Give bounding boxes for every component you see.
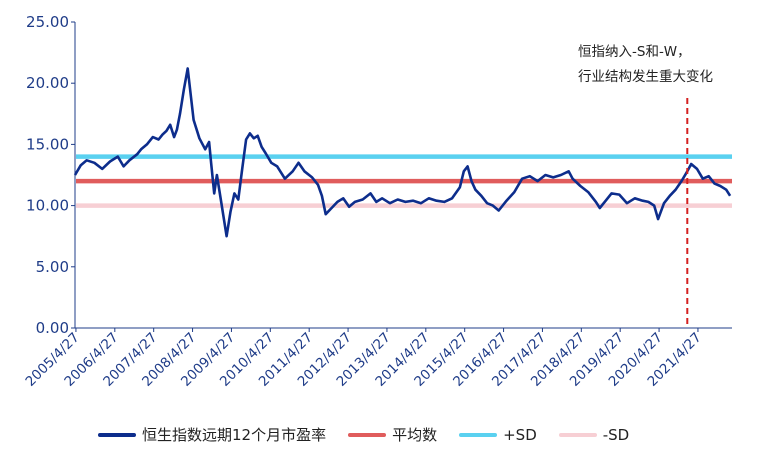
axes xyxy=(74,22,732,329)
legend-label-minus-sd: -SD xyxy=(602,425,630,444)
annotation-line-2: 行业结构发生重大变化 xyxy=(578,69,713,85)
y-tick-label: 5.00 xyxy=(36,258,69,276)
legend-swatch-plus-sd xyxy=(459,432,498,437)
legend-item-pe: 恒生指数远期12个月市盈率 xyxy=(98,424,326,445)
reference-lines xyxy=(76,154,732,208)
y-ticks: 0.00 5.00 10.00 15.00 20.00 25.00 xyxy=(26,13,75,337)
legend-label-plus-sd: +SD xyxy=(503,425,537,444)
legend-swatch-minus-sd xyxy=(558,432,597,437)
legend-swatch-mean xyxy=(348,432,387,437)
annotation-line-1: 恒指纳入-S和-W， xyxy=(578,44,691,60)
legend-item-minus-sd: -SD xyxy=(558,425,630,444)
y-tick-label: 20.00 xyxy=(26,74,69,92)
y-tick-label: 10.00 xyxy=(26,197,69,215)
y-tick-label: 0.00 xyxy=(36,319,69,337)
legend: 恒生指数远期12个月市盈率 平均数 +SD -SD xyxy=(98,424,629,445)
pe-series-line xyxy=(73,67,732,238)
x-ticks: 2005/4/272006/4/272007/4/272008/4/272009… xyxy=(22,328,705,390)
legend-label-pe: 恒生指数远期12个月市盈率 xyxy=(142,426,327,444)
legend-swatch-pe xyxy=(98,432,136,437)
y-tick-label: 25.00 xyxy=(26,13,69,31)
legend-item-mean: 平均数 xyxy=(348,424,437,445)
legend-label-mean: 平均数 xyxy=(392,426,438,444)
y-tick-label: 15.00 xyxy=(26,135,69,153)
legend-item-plus-sd: +SD xyxy=(459,426,537,444)
